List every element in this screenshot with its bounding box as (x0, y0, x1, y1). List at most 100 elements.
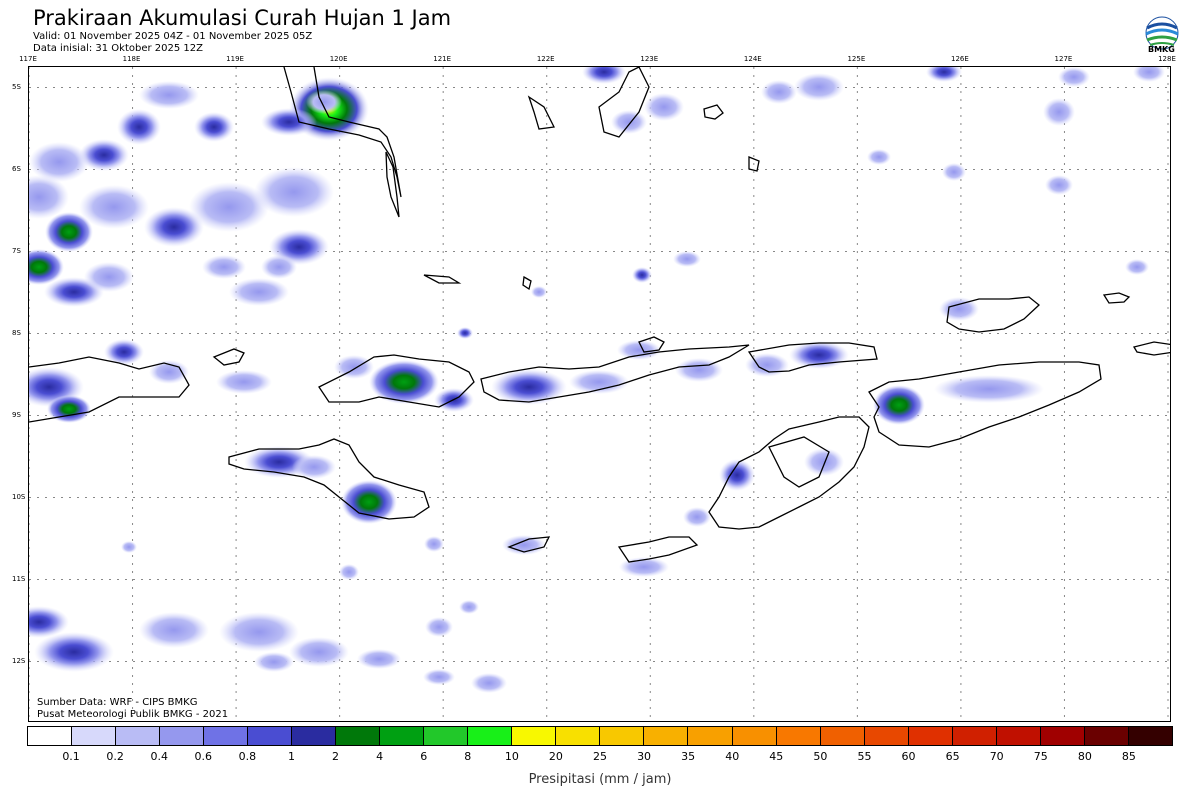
colorbar-cell (688, 727, 733, 745)
rain-cell (79, 185, 149, 229)
colorbar-cell (1040, 727, 1085, 745)
colorbar-tick-label: 10 (504, 750, 519, 763)
rain-cell (582, 67, 626, 84)
colorbar-tick-label: 25 (593, 750, 607, 763)
rain-cell (926, 67, 962, 82)
rain-cell (471, 673, 507, 693)
colorbar-cell (204, 727, 249, 745)
colorbar-tick-label: 1 (287, 750, 295, 763)
longitude-label: 117E (19, 55, 37, 63)
valid-time: Valid: 01 November 2025 04Z - 01 Novembe… (33, 31, 313, 42)
colorbar-cell (952, 727, 997, 745)
colorbar-cell (28, 727, 73, 745)
coastlines (29, 67, 1170, 563)
colorbar-cell (292, 727, 337, 745)
logo-text: BMKG (1148, 45, 1175, 54)
rain-cell (632, 267, 652, 283)
latitude-label: 7S (12, 246, 21, 255)
colorbar-cell (1084, 727, 1129, 745)
org-credit: Pusat Meteorologi Publik BMKG - 2021 (37, 709, 229, 720)
colorbar-cell (336, 727, 381, 745)
rain-cell (1125, 259, 1149, 275)
colorbar-cell (996, 727, 1041, 745)
rain-cell (292, 455, 336, 479)
rain-cell (229, 278, 289, 306)
rain-cell (369, 360, 439, 404)
colorbar-cell (644, 727, 689, 745)
colorbar-cell (908, 727, 953, 745)
rain-cell (1133, 67, 1165, 82)
rain-cell (45, 212, 93, 252)
rain-cell (29, 606, 69, 638)
colorbar-tick-label: 80 (1077, 750, 1092, 763)
source-credit: Sumber Data: WRF - CIPS BMKG (37, 697, 198, 708)
latitude-label: 8S (12, 328, 21, 337)
rain-cell (139, 81, 199, 109)
longitude-label: 120E (329, 55, 348, 63)
rain-cell (149, 360, 189, 384)
rain-cell (423, 669, 455, 685)
latitude-label: 12S (12, 656, 26, 665)
rain-cell (289, 637, 349, 667)
colorbar-tick-label: 0.4 (150, 750, 168, 763)
colorbar-tick-label: 20 (548, 750, 563, 763)
precipitation-colorbar (27, 726, 1173, 746)
rain-cell (425, 617, 453, 637)
colorbar-tick-label: 30 (637, 750, 652, 763)
rain-cell (531, 286, 547, 298)
colorbar-tick-label: 4 (376, 750, 384, 763)
colorbar-cell (248, 727, 293, 745)
rainfall-map[interactable] (28, 66, 1171, 722)
latitude-label: 5S (12, 82, 21, 91)
longitude-label: 122E (536, 55, 555, 63)
rain-cell (254, 652, 294, 672)
rain-cell (873, 385, 925, 425)
rain-cell (794, 73, 844, 101)
rain-cell (644, 93, 684, 121)
rain-cell (339, 564, 359, 580)
rain-field (29, 67, 1165, 693)
bmkg-logo-icon (1145, 16, 1179, 50)
longitude-label: 119E (226, 55, 244, 63)
colorbar-cell (600, 727, 645, 745)
map-canvas (29, 67, 1170, 721)
rain-cell (673, 251, 701, 267)
longitude-label: 126E (951, 55, 969, 63)
rain-cell (261, 108, 317, 136)
colorbar-cell (732, 727, 777, 745)
colorbar-tick-label: 55 (857, 750, 872, 763)
rain-cell (939, 297, 979, 321)
longitude-label: 118E (122, 55, 141, 63)
colorbar-tick-label: 50 (813, 750, 828, 763)
colorbar-tick-label: 0.2 (106, 750, 124, 763)
rain-cell (491, 369, 567, 405)
rain-cell (79, 139, 129, 171)
colorbar-tick-label: 60 (901, 750, 916, 763)
rain-cell (254, 167, 334, 217)
colorbar-cell (864, 727, 909, 745)
colorbar-tick-label: 0.1 (62, 750, 80, 763)
colorbar-cell (424, 727, 469, 745)
rain-cell (261, 255, 297, 279)
latitude-label: 6S (12, 164, 21, 173)
rain-cell (457, 327, 473, 339)
rain-cell (1045, 175, 1073, 195)
colorbar-cell (776, 727, 821, 745)
rain-cell (867, 149, 891, 165)
rain-cell (306, 90, 342, 114)
rain-cell (202, 255, 246, 279)
longitude-label: 124E (743, 55, 762, 63)
rain-cell (1043, 98, 1075, 126)
colorbar-cell (72, 727, 117, 745)
rain-cell (617, 340, 661, 360)
latitude-label: 9S (12, 410, 21, 419)
rain-cell (804, 448, 844, 476)
longitude-label: 128E (1158, 55, 1176, 63)
colorbar-tick-label: 0.6 (194, 750, 213, 763)
colorbar-tick-label: 45 (769, 750, 784, 763)
longitude-label: 125E (847, 55, 866, 63)
colorbar-cell (160, 727, 205, 745)
rain-cell (29, 142, 89, 182)
colorbar-cell (1128, 727, 1172, 745)
longitude-label: 127E (1054, 55, 1073, 63)
